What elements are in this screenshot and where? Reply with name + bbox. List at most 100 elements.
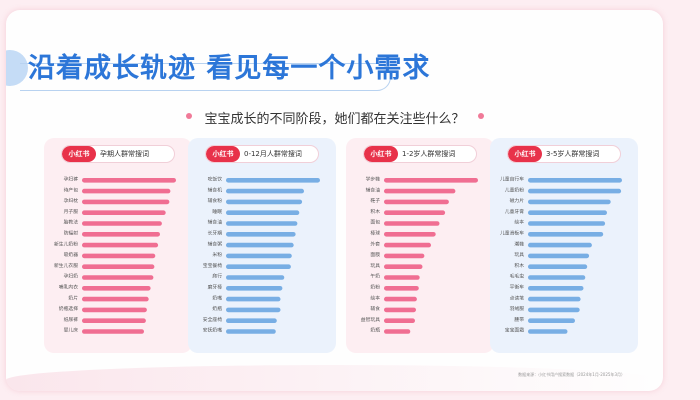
bar bbox=[226, 199, 303, 205]
bar bbox=[82, 264, 155, 269]
category-label: 奶瓶选择 bbox=[59, 305, 78, 312]
category-label: 孕妇奶 bbox=[64, 273, 79, 280]
bar bbox=[226, 329, 276, 334]
bar bbox=[226, 210, 300, 215]
bar bbox=[528, 210, 607, 215]
bar bbox=[82, 199, 170, 205]
bar bbox=[384, 232, 436, 237]
bar bbox=[528, 188, 622, 194]
infographic-card: 沿着成长轨迹 看见每一个小需求 宝宝成长的不同阶段，她们都在关注些什么？ 小红书… bbox=[6, 10, 663, 391]
category-label: 睡眠 bbox=[212, 208, 222, 215]
chart-panel-3: 小红书 1-2岁人群常搜词 学步鞋 辅食油 鞋子 积木 面包 棒球 外套 面膜 玩具 午奶 奶粉 绘本 辅食… bbox=[346, 138, 494, 353]
chart-panel-4: 小红书 3-5岁人群常搜词 儿童自行车 儿童奶粉 磁力片 儿童牙膏 绘本 儿童滑板车 潮鞋 玩具积… bbox=[490, 138, 638, 353]
category-label: 奶片 bbox=[68, 294, 78, 301]
bar bbox=[528, 264, 588, 269]
subtitle-dot-left bbox=[186, 113, 192, 119]
bar bbox=[384, 253, 425, 259]
bar bbox=[528, 318, 575, 323]
category-label: 长牙期 bbox=[208, 230, 223, 237]
category-label: 吸奶器 bbox=[64, 251, 79, 258]
bar bbox=[226, 188, 304, 194]
category-label: 积木 bbox=[370, 208, 380, 215]
bar bbox=[226, 253, 292, 259]
chart-title: 0-12月人群常搜词 bbox=[244, 150, 302, 158]
chart-panel-2: 小红书 0-12月人群常搜词 吃饭饮 辅食机 辅食粉 睡眠 辅食油 长牙期 辅食粥 米粉 宝宝餐椅爬… bbox=[188, 138, 336, 353]
bar bbox=[226, 296, 281, 302]
category-label: 哺乳内衣 bbox=[59, 284, 78, 291]
category-label: 辅食粉 bbox=[208, 197, 223, 204]
category-label: 益智玩具 bbox=[361, 316, 380, 323]
bar bbox=[82, 253, 156, 259]
category-label: 纸尿裤 bbox=[64, 316, 79, 323]
bar bbox=[528, 253, 590, 259]
bar bbox=[226, 232, 296, 237]
category-label: 孕妇枕 bbox=[64, 197, 79, 204]
bar bbox=[82, 275, 154, 280]
bar bbox=[384, 296, 417, 302]
bar bbox=[82, 232, 160, 237]
category-label: 奶瓶 bbox=[212, 305, 222, 312]
category-label: 儿童滑板车 bbox=[500, 230, 524, 237]
category-label: 鞋子 bbox=[370, 197, 380, 204]
category-label: 胎教法 bbox=[64, 219, 79, 226]
chart-header-pill: 小红书 0-12月人群常搜词 bbox=[206, 146, 318, 162]
category-label: 安抚奶嘴 bbox=[203, 327, 222, 334]
category-label: 宝宝面霜 bbox=[505, 327, 524, 334]
category-label: 绘本 bbox=[370, 294, 380, 301]
chart-header-pill: 小红书 3-5岁人群常搜词 bbox=[508, 146, 620, 162]
bar bbox=[384, 329, 411, 334]
bar bbox=[226, 242, 294, 248]
category-label: 潮鞋 bbox=[514, 240, 524, 247]
category-label: 磁力片 bbox=[510, 197, 525, 204]
category-label: 新生儿奶粉 bbox=[54, 240, 78, 247]
category-label: 玩具 bbox=[370, 263, 380, 269]
category-label: 积木 bbox=[514, 262, 524, 269]
category-label: 外套 bbox=[370, 240, 380, 247]
category-label: 点读笔 bbox=[510, 294, 525, 301]
xiaohongshu-badge: 小红书 bbox=[62, 146, 96, 162]
chart-title: 3-5岁人群常搜词 bbox=[546, 150, 600, 158]
bar bbox=[528, 275, 586, 280]
bar bbox=[384, 307, 416, 313]
bar bbox=[82, 286, 151, 291]
bar bbox=[226, 178, 320, 183]
xiaohongshu-badge: 小红书 bbox=[206, 146, 240, 162]
bar bbox=[226, 286, 283, 291]
bar bbox=[384, 264, 423, 269]
bar bbox=[528, 307, 580, 313]
category-label: 午奶 bbox=[370, 273, 380, 280]
category-label: 奶粉 bbox=[370, 284, 380, 291]
bar bbox=[82, 221, 162, 226]
title-underline bbox=[20, 63, 391, 91]
bar bbox=[384, 210, 446, 215]
bar bbox=[226, 275, 285, 280]
bar bbox=[82, 242, 159, 248]
subtitle-dot-right bbox=[478, 113, 484, 119]
category-label: 儿童自行车 bbox=[500, 176, 524, 183]
chart-title: 孕期人群常搜词 bbox=[100, 150, 149, 158]
category-label: 月子服 bbox=[64, 208, 79, 215]
page-subtitle: 宝宝成长的不同阶段，她们都在关注些什么？ bbox=[204, 112, 465, 127]
bar bbox=[384, 242, 431, 248]
category-label: 吃饭饮 bbox=[208, 176, 223, 183]
category-label: 腰带 bbox=[514, 317, 524, 323]
bar bbox=[384, 199, 449, 205]
category-label: 米粉 bbox=[212, 251, 222, 258]
bar bbox=[528, 199, 611, 205]
bar bbox=[226, 221, 298, 226]
bar bbox=[528, 178, 622, 183]
page-title: 沿着成长轨迹 看见每一个小需求 bbox=[28, 53, 431, 84]
bar bbox=[82, 188, 171, 194]
category-label: 磨牙棒 bbox=[208, 284, 223, 291]
category-label: 毛毛虫 bbox=[510, 273, 525, 280]
bar bbox=[82, 210, 166, 215]
category-label: 宝宝餐椅 bbox=[203, 262, 222, 269]
chart-title: 1-2岁人群常搜词 bbox=[402, 150, 456, 158]
chart-header-pill: 小红书 孕期人群常搜词 bbox=[62, 146, 174, 162]
category-label: 婴儿床 bbox=[64, 327, 79, 334]
category-label: 棒球 bbox=[370, 230, 380, 237]
bar bbox=[528, 221, 606, 226]
category-label: 羽绒服 bbox=[510, 305, 525, 312]
category-label: 辅食 bbox=[370, 305, 380, 312]
category-label: 面膜 bbox=[370, 251, 380, 258]
